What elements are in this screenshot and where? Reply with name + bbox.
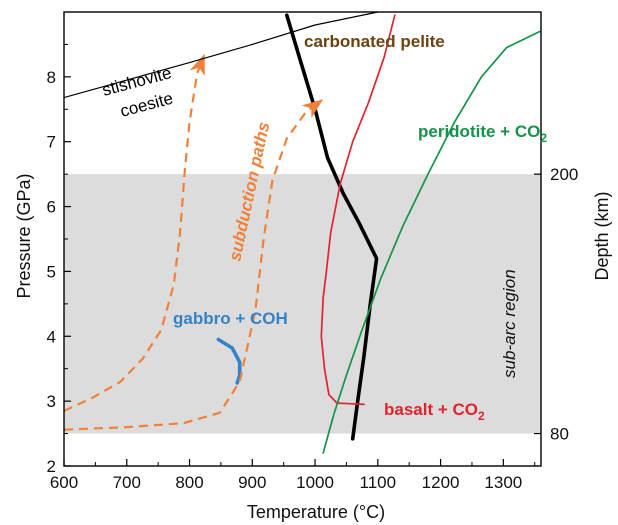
series-basalt-co2-line (320, 14, 396, 406)
label-basalt-co2-main: basalt + CO (384, 400, 478, 419)
series-peridotite-co2-line (322, 30, 541, 454)
y-axis-title: Pressure (GPa) (14, 173, 34, 298)
label-gabbro-coh: gabbro + COH (173, 309, 288, 328)
y-tick-label: 4 (47, 327, 56, 346)
band-layer (64, 174, 541, 434)
label-peridotite-co2-sub: 2 (540, 131, 547, 145)
y-tick-label: 2 (47, 457, 56, 476)
series-subduction-path-1-line (64, 57, 205, 412)
series-subduction-path-2-line (64, 100, 321, 431)
tick-layer: 600 700 800 900 1000 1100 1200 1300 2 3 4 5 6 7 8 80 200 (47, 43, 578, 492)
label-basalt-co2-sub: 2 (478, 409, 485, 423)
x-tick-label: 900 (238, 473, 266, 492)
x-tick-label: 1200 (422, 473, 460, 492)
series-carbonated-pelite-line (285, 13, 379, 441)
subduction-arrowhead (301, 99, 324, 119)
series-layer (64, 12, 541, 454)
x-tick-label: 600 (50, 473, 78, 492)
y-tick-label: 7 (47, 133, 56, 152)
label-peridotite-co2: peridotite + CO2 (418, 122, 547, 145)
x-tick-label: 1100 (360, 473, 397, 492)
x-tick-label: 1300 (484, 473, 522, 492)
y-tick-label: 3 (47, 392, 56, 411)
label-carbonated-pelite: carbonated pelite (304, 32, 445, 51)
y-tick-label: 6 (47, 198, 56, 217)
y-axis-right-title: Depth (km) (592, 191, 612, 280)
x-tick-label: 1000 (296, 473, 334, 492)
x-axis-title: Temperature (°C) (247, 502, 385, 522)
series-stishovite-coesite-boundary-line (64, 12, 379, 99)
label-sub-arc-region: sub-arc region (500, 269, 519, 378)
x-tick-label: 800 (175, 473, 203, 492)
series-gabbro-coh-line (216, 337, 242, 385)
x-tick-label: 700 (113, 473, 141, 492)
y-tick-label: 5 (47, 262, 56, 281)
label-basalt-co2: basalt + CO2 (384, 400, 485, 423)
depth-tick-label: 200 (550, 165, 578, 184)
label-peridotite-co2-main: peridotite + CO (418, 122, 540, 141)
sub-arc-band (64, 174, 541, 434)
y-tick-label: 8 (47, 68, 56, 87)
depth-tick-label: 80 (550, 425, 569, 444)
